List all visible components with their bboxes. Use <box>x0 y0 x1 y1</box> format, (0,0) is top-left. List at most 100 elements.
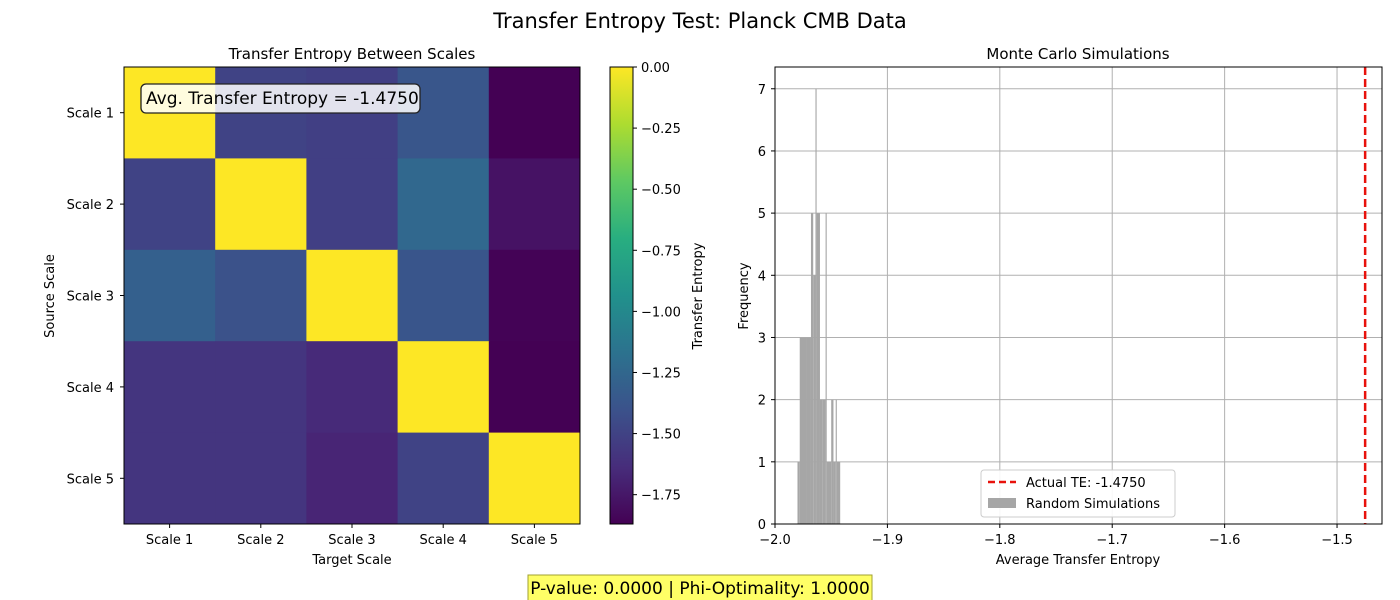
histogram-bar <box>831 399 834 524</box>
heatmap-cell <box>397 341 490 434</box>
histogram-bar <box>835 399 837 524</box>
colorbar-tick-label: −1.25 <box>641 366 681 381</box>
histogram-bar <box>833 461 836 524</box>
histogram-bar <box>815 88 817 524</box>
x-tick-label: −1.5 <box>1321 533 1353 548</box>
heatmap-annotation: Avg. Transfer Entropy = -1.4750 <box>140 83 421 114</box>
heatmap-cell <box>397 249 490 342</box>
colorbar-tick-label: −1.75 <box>641 489 681 504</box>
legend-swatch-simulations <box>988 498 1016 508</box>
y-tick-label: 3 <box>758 331 766 346</box>
x-tick-label: −1.8 <box>984 533 1016 548</box>
histogram-y-axis-label: Frequency <box>737 262 752 329</box>
histogram-bar <box>836 461 841 524</box>
histogram-bars <box>797 88 841 524</box>
histogram-bar <box>797 461 800 524</box>
histogram-bar <box>816 213 820 524</box>
histogram-legend: Actual TE: -1.4750 Random Simulations <box>980 469 1176 518</box>
y-tick-label: Scale 2 <box>67 198 114 213</box>
histogram-bar <box>806 337 811 524</box>
heatmap-title: Transfer Entropy Between Scales <box>228 45 476 63</box>
histogram-bar <box>810 213 814 524</box>
heatmap-cell <box>488 158 581 251</box>
x-tick-label: −1.6 <box>1209 533 1241 548</box>
y-tick-label: Scale 4 <box>67 381 114 396</box>
heatmap-cell <box>306 432 399 525</box>
x-tick-label: −1.9 <box>872 533 904 548</box>
heatmap-cell <box>488 249 581 342</box>
histogram-grid <box>774 67 1382 525</box>
x-tick-label: Scale 1 <box>146 533 193 548</box>
footer-box <box>527 574 873 600</box>
heatmap-cell <box>124 249 216 342</box>
colorbar-gradient <box>609 66 634 525</box>
heatmap-cell <box>124 341 216 434</box>
x-tick-label: Scale 3 <box>328 533 375 548</box>
histogram-bar <box>799 337 807 524</box>
colorbar-tick-label: −0.50 <box>641 183 681 198</box>
histogram-bar <box>822 399 826 524</box>
heatmap-cell <box>488 341 581 434</box>
heatmap-cell <box>397 432 490 525</box>
annotation-text: Avg. Transfer Entropy = -1.4750 <box>146 89 419 109</box>
heatmap-cell <box>215 341 307 434</box>
heatmap-cell <box>215 249 307 342</box>
footer-text: P-value: 0.0000 | Phi-Optimality: 1.0000 <box>530 579 870 599</box>
footer-stats: P-value: 0.0000 | Phi-Optimality: 1.0000 <box>527 574 873 600</box>
heatmap-x-ticks: Scale 1 Scale 2 Scale 3 Scale 4 Scale 5 <box>146 524 558 548</box>
histogram-x-ticks: −2.0 −1.9 −1.8 −1.7 −1.6 −1.5 <box>759 524 1353 548</box>
heatmap-cell <box>397 158 490 251</box>
histogram-title: Monte Carlo Simulations <box>986 45 1169 63</box>
y-tick-label: Scale 5 <box>67 472 114 487</box>
heatmap-cell <box>488 67 581 159</box>
figure-title: Transfer Entropy Test: Planck CMB Data <box>492 9 907 33</box>
colorbar-tick-label: 0.00 <box>641 61 670 76</box>
histogram-bar <box>826 461 832 524</box>
x-tick-label: −2.0 <box>759 533 791 548</box>
heatmap-cell <box>306 249 399 342</box>
colorbar-ticks: 0.00 −0.25 −0.50 −0.75 −1.00 −1.25 −1.50 −1.75 <box>633 61 681 504</box>
legend-label-actual: Actual TE: -1.4750 <box>1026 476 1146 491</box>
histogram-bar <box>825 213 827 524</box>
y-tick-label: 7 <box>758 83 766 98</box>
y-tick-label: 6 <box>758 145 766 160</box>
histogram-frame <box>774 66 1383 525</box>
x-tick-label: −1.7 <box>1096 533 1128 548</box>
x-tick-label: Scale 4 <box>420 533 467 548</box>
heatmap-cell <box>215 432 307 525</box>
annotation-box <box>140 83 421 114</box>
colorbar-tick-label: −1.50 <box>641 428 681 443</box>
legend-label-simulations: Random Simulations <box>1026 497 1160 512</box>
heatmap-cell <box>124 432 216 525</box>
colorbar-label: Transfer Entropy <box>691 242 706 350</box>
colorbar: 0.00−0.25−0.50−0.75−1.00−1.25−1.50−1.75 … <box>609 61 706 525</box>
histogram-bar <box>819 399 823 524</box>
heatmap-cells <box>124 67 581 525</box>
y-tick-label: 5 <box>758 207 766 222</box>
heatmap-cell <box>306 341 399 434</box>
histogram-panel: Monte Carlo Simulations −2.0 −1.9 −1.8 −1.7… <box>737 45 1383 568</box>
y-tick-label: 1 <box>758 456 766 471</box>
y-tick-label: 4 <box>758 269 766 284</box>
heatmap-y-axis-label: Source Scale <box>43 254 58 338</box>
heatmap-cell <box>124 158 216 251</box>
heatmap-cell <box>215 158 307 251</box>
histogram-y-ticks: 0 1 2 3 4 5 6 7 <box>758 83 775 533</box>
colorbar-tick-label: −0.75 <box>641 244 681 259</box>
heatmap-cell <box>306 158 399 251</box>
legend-box <box>980 469 1176 518</box>
y-tick-label: 2 <box>758 394 766 409</box>
histogram-x-axis-label: Average Transfer Entropy <box>996 553 1161 568</box>
histogram-bar <box>813 275 816 524</box>
y-tick-label: Scale 3 <box>67 290 114 305</box>
heatmap-y-ticks: Scale 1 Scale 2 Scale 3 Scale 4 Scale 5 <box>67 107 124 487</box>
heatmap-x-axis-label: Target Scale <box>311 553 391 568</box>
colorbar-tick-label: −0.25 <box>641 122 681 137</box>
y-tick-label: Scale 1 <box>67 107 114 122</box>
x-tick-label: Scale 5 <box>511 533 558 548</box>
heatmap-cell <box>488 432 581 525</box>
y-tick-label: 0 <box>758 518 766 533</box>
colorbar-tick-label: −1.00 <box>641 305 681 320</box>
